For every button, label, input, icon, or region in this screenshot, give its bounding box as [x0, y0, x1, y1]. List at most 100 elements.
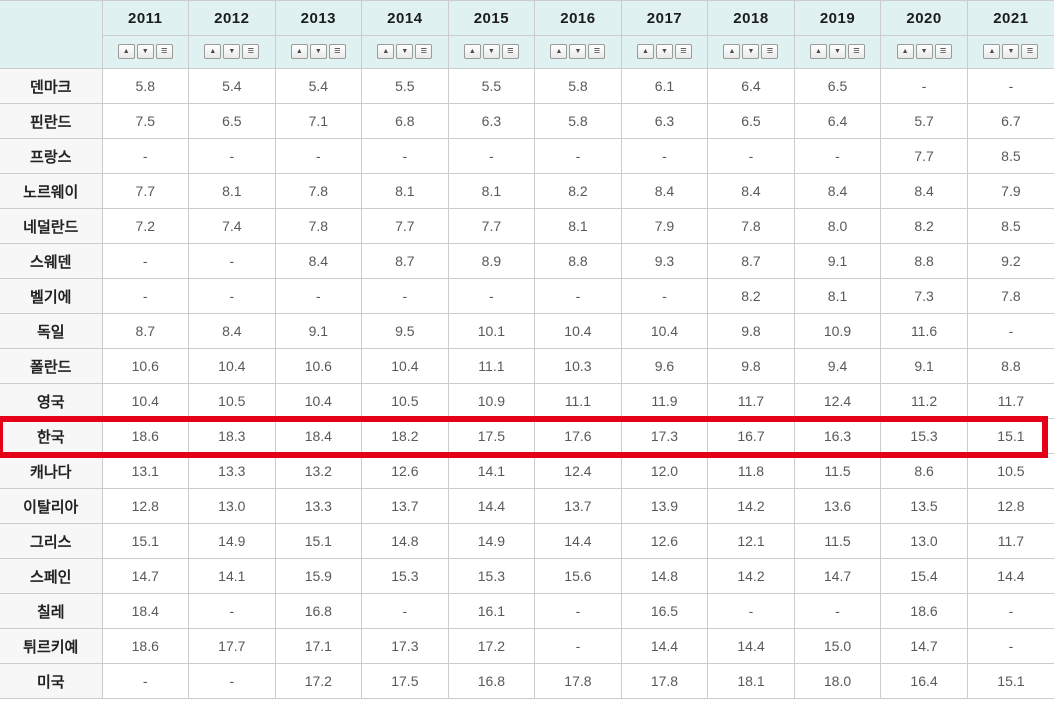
data-cell: 5.8 — [101, 68, 190, 104]
sort-asc-button-2013[interactable]: ▲ — [290, 44, 308, 60]
sort-desc-button-2021[interactable]: ▼ — [1002, 44, 1020, 60]
data-cell: 10.3 — [534, 348, 622, 384]
table-row: 캐나다 13.1 13.3 13.2 12.6 14.1 12.4 12.0 11.8 11.5 8… — [0, 453, 1054, 489]
data-cell: - — [188, 138, 276, 174]
data-cell: 14.7 — [101, 558, 190, 594]
table-row: 노르웨이 7.7 8.1 7.8 8.1 8.1 8.2 8.4 8.4 8.4 8.4 7.9 — [0, 173, 1054, 209]
sort-desc-button-2019[interactable]: ▼ — [829, 44, 847, 60]
column-menu-button-2015[interactable]: ≡ — [501, 44, 519, 60]
row-label: 프랑스 — [0, 138, 103, 174]
data-cell: 11.7 — [707, 383, 795, 419]
sort-asc-button-2019[interactable]: ▲ — [810, 44, 828, 60]
data-cell: 13.0 — [188, 488, 276, 524]
table-row: 영국 10.4 10.5 10.4 10.5 10.9 11.1 11.9 11.7 12.4 11… — [0, 383, 1054, 419]
column-menu-button-2016[interactable]: ≡ — [588, 44, 606, 60]
sort-descending-icon: ▼ — [401, 48, 409, 56]
sort-asc-button-2018[interactable]: ▲ — [723, 44, 741, 60]
sort-descending-icon: ▼ — [747, 48, 755, 56]
table-header: 2011 2012 2013 2014 2015 2016 2017 2018 2019 2020… — [0, 0, 1054, 69]
row-label: 튀르키예 — [0, 628, 103, 664]
data-cell: 10.6 — [101, 348, 190, 384]
sort-desc-button-2016[interactable]: ▼ — [569, 44, 587, 60]
sort-asc-button-2020[interactable]: ▲ — [896, 44, 914, 60]
data-cell: 6.1 — [620, 68, 709, 104]
data-cell: - — [620, 138, 709, 174]
data-cell: 17.7 — [188, 628, 276, 664]
sort-ascending-icon: ▲ — [295, 48, 303, 56]
data-cell: - — [447, 278, 536, 314]
data-cell: 16.5 — [620, 593, 709, 629]
data-cell: 6.4 — [707, 68, 795, 104]
sort-asc-button-2011[interactable]: ▲ — [117, 44, 135, 60]
data-cell: 7.8 — [274, 173, 363, 209]
data-cell: 8.4 — [707, 173, 795, 209]
column-menu-button-2013[interactable]: ≡ — [328, 44, 346, 60]
menu-icon: ≡ — [853, 45, 860, 58]
data-cell: 8.6 — [880, 453, 968, 489]
column-menu-button-2020[interactable]: ≡ — [934, 44, 952, 60]
data-cell: 6.5 — [188, 103, 276, 139]
sort-desc-button-2018[interactable]: ▼ — [742, 44, 760, 60]
column-header-2018: 2018 — [707, 0, 795, 36]
data-cell: 15.1 — [966, 663, 1054, 699]
sort-desc-button-2020[interactable]: ▼ — [915, 44, 933, 60]
sort-asc-button-2012[interactable]: ▲ — [204, 44, 222, 60]
sort-desc-button-2014[interactable]: ▼ — [396, 44, 414, 60]
column-menu-button-2019[interactable]: ≡ — [848, 44, 866, 60]
data-cell: 7.9 — [620, 208, 709, 244]
data-cell: 9.2 — [966, 243, 1054, 279]
sort-desc-button-2015[interactable]: ▼ — [482, 44, 500, 60]
sort-descending-icon: ▼ — [314, 48, 322, 56]
sort-ascending-icon: ▲ — [122, 48, 130, 56]
data-cell: 5.4 — [274, 68, 363, 104]
sort-asc-button-2016[interactable]: ▲ — [550, 44, 568, 60]
data-cell: 6.3 — [447, 103, 536, 139]
sort-descending-icon: ▼ — [834, 48, 841, 56]
table-row: 프랑스 - - - - - - - - -7.7 8.5 — [0, 138, 1054, 174]
sort-desc-button-2012[interactable]: ▼ — [223, 44, 241, 60]
column-menu-button-2021[interactable]: ≡ — [1021, 44, 1039, 60]
data-cell: 8.1 — [447, 173, 536, 209]
sort-asc-button-2021[interactable]: ▲ — [983, 44, 1001, 60]
data-cell: 14.8 — [361, 523, 449, 559]
row-label: 핀란드 — [0, 103, 103, 139]
sort-ascending-icon: ▲ — [641, 48, 649, 56]
column-menu-button-2017[interactable]: ≡ — [674, 44, 692, 60]
row-label: 스웨덴 — [0, 243, 103, 279]
data-cell: 18.3 — [188, 418, 276, 454]
data-cell: 17.8 — [534, 663, 622, 699]
sort-asc-button-2017[interactable]: ▲ — [636, 44, 654, 60]
sort-controls-2015: ▲ ▼ ≡ — [447, 35, 536, 69]
column-menu-button-2014[interactable]: ≡ — [415, 44, 433, 60]
sort-asc-button-2014[interactable]: ▲ — [377, 44, 395, 60]
sort-asc-button-2015[interactable]: ▲ — [463, 44, 481, 60]
year-header-row: 2011 2012 2013 2014 2015 2016 2017 2018 2019 2020… — [0, 0, 1054, 69]
table-row: 독일 8.7 8.4 9.1 9.5 10.1 10.4 10.4 9.8 10.9 11.6- — [0, 313, 1054, 349]
row-label: 네덜란드 — [0, 208, 103, 244]
column-menu-button-2011[interactable]: ≡ — [155, 44, 173, 60]
column-header-2012: 2012 — [188, 0, 276, 36]
sort-ascending-icon: ▲ — [988, 48, 996, 56]
sort-desc-button-2011[interactable]: ▼ — [136, 44, 154, 60]
data-cell: 10.5 — [361, 383, 449, 419]
data-cell: - — [534, 593, 622, 629]
data-cell: 12.6 — [361, 453, 449, 489]
data-cell: 16.8 — [447, 663, 536, 699]
sort-desc-button-2017[interactable]: ▼ — [655, 44, 673, 60]
data-cell: 12.8 — [101, 488, 190, 524]
data-cell: - — [101, 138, 190, 174]
sort-controls-row: ▲ ▼ ≡ ▲ ▼ ≡ ▲ ▼ ≡ ▲ ▼ ≡ ▲ ▼ ≡ ▲ ▼ ≡ ▲ ▼ ≡ ▲ ▼ ≡ ▲ ▼ ≡ ▲ ▼ ≡ ▲ ▼ ≡ — [0, 35, 1054, 69]
column-menu-button-2018[interactable]: ≡ — [761, 44, 779, 60]
data-cell: 12.0 — [620, 453, 709, 489]
data-cell: 11.1 — [447, 348, 536, 384]
data-cell: 8.1 — [188, 173, 276, 209]
data-cell: 14.7 — [793, 558, 882, 594]
column-menu-button-2012[interactable]: ≡ — [242, 44, 260, 60]
data-cell: 8.0 — [793, 208, 882, 244]
table-row: 네덜란드 7.2 7.4 7.8 7.7 7.7 8.1 7.9 7.8 8.0 8.2 8.5 — [0, 208, 1054, 244]
data-cell: 9.5 — [361, 313, 449, 349]
data-cell: 7.5 — [101, 103, 190, 139]
sort-desc-button-2013[interactable]: ▼ — [309, 44, 327, 60]
data-cell: 10.9 — [793, 313, 882, 349]
data-cell: 12.1 — [707, 523, 795, 559]
